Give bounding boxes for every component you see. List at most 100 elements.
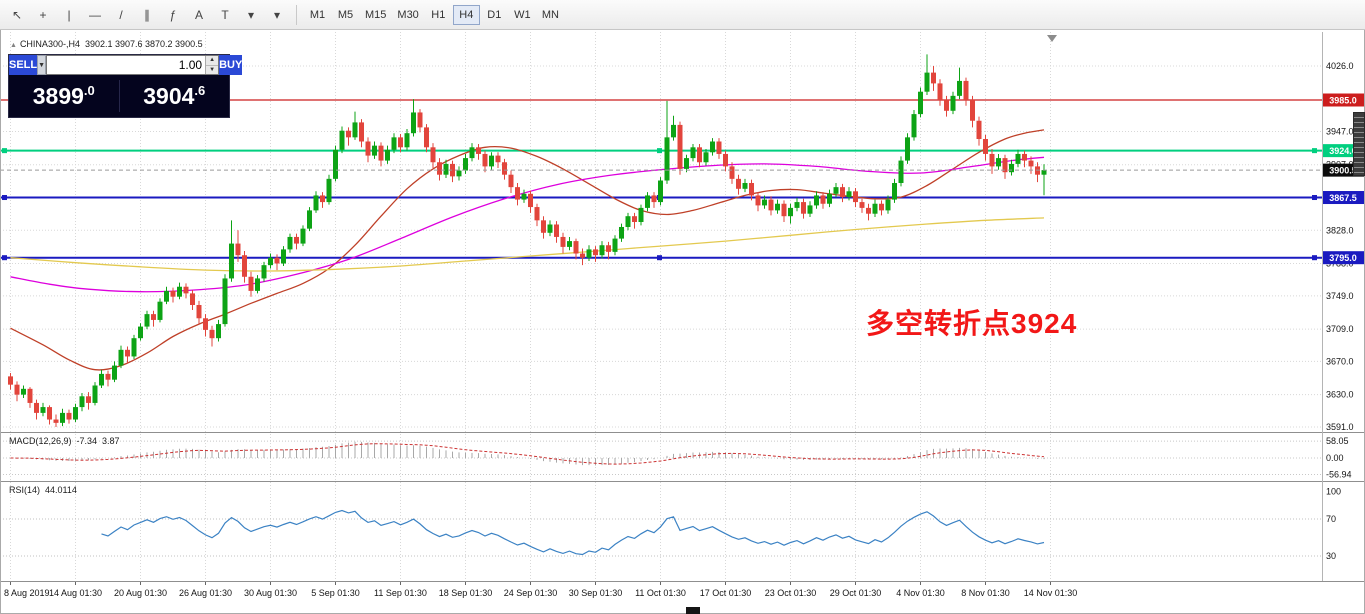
timeframe-H1-button[interactable]: H1 [425,5,452,25]
timeframe-W1-button[interactable]: W1 [509,5,536,25]
time-axis-label: 5 Sep 01:30 [311,588,360,598]
line-handle[interactable] [2,255,7,261]
candle [469,143,475,162]
candle [320,192,325,208]
candle [827,189,832,208]
time-axis-label: 17 Oct 01:30 [700,588,752,598]
time-axis-label: 11 Oct 01:30 [635,588,686,598]
sell-button[interactable]: SELL [9,55,38,75]
candle [801,198,806,219]
line-handle[interactable] [1312,148,1317,154]
candle [437,158,442,181]
chart-shift-marker[interactable] [1047,35,1057,42]
price-badge-3985.0: 3985.0 [1322,93,1364,107]
rsi-label: RSI(14) 44.0114 [9,485,77,495]
candle [768,196,774,216]
candle [710,138,715,156]
timeframe-H4-button[interactable]: H4 [452,4,480,25]
volume-input[interactable] [47,56,206,74]
crosshair-tool-button[interactable]: + [31,4,55,26]
time-axis-label: 4 Nov 01:30 [896,588,945,598]
time-axis-label: 20 Aug 01:30 [114,588,167,598]
timeframe-M1-button[interactable]: M1 [304,5,331,25]
candle [866,203,871,221]
candle [963,77,969,106]
candle [151,310,156,327]
text-tool-button[interactable]: A [187,4,211,26]
rsi-layer [101,509,1045,556]
candle [983,134,988,161]
indicators-dropdown-tool-button[interactable]: ▾ [265,4,289,26]
line-handle[interactable] [657,255,662,261]
line-handle[interactable] [1312,195,1317,201]
chart-annotation: 多空转折点3924 [866,308,1078,339]
timeframe-M5-button[interactable]: M5 [332,5,359,25]
candle [242,251,247,283]
time-axis-label: 24 Sep 01:30 [504,588,558,598]
line-handle[interactable] [2,148,7,154]
trade-options-dropdown[interactable]: ▼ [37,55,47,75]
sell-price[interactable]: 3899.0 [9,75,119,117]
timeframe-M15-button[interactable]: M15 [360,5,391,25]
ma-mid-line[interactable] [10,156,1045,293]
svg-text:3900.5: 3900.5 [1329,166,1357,176]
vertical-line-tool-button[interactable]: | [57,4,81,26]
trendline-icon: / [119,7,123,22]
ma-fast-line[interactable] [10,129,1045,371]
fibonacci-tool-button[interactable]: ƒ [161,4,185,26]
macd-value-main: -7.34 [76,436,98,446]
line-handle[interactable] [1312,255,1317,261]
volume-down-button[interactable]: ▼ [206,64,219,74]
candle [671,115,676,141]
price-axis-label: 3749.0 [1326,291,1354,301]
objects-dropdown-tool-button[interactable]: ▾ [239,4,263,26]
symbol-info: ▲ CHINA300-,H4 3902.1 3907.6 3870.2 3900.5 [10,39,203,49]
candle [645,192,650,212]
buy-price[interactable]: 3904.6 [120,75,230,117]
horizontal-line-tool-button[interactable]: — [83,4,107,26]
line-handle[interactable] [657,148,662,154]
price-axis-label: 3709.0 [1326,324,1354,334]
channel-tool-button[interactable]: ∥ [135,4,159,26]
line-handle[interactable] [2,195,7,201]
timeframe-M30-button[interactable]: M30 [392,5,423,25]
candle [47,405,52,425]
candle [723,150,728,172]
arrow-tool-button[interactable]: T [213,4,237,26]
volume-field: ▲ ▼ [46,55,220,75]
cursor-tool-button[interactable]: ↖ [5,4,29,26]
volume-up-button[interactable]: ▲ [206,56,219,65]
candle [417,109,423,133]
candle [495,152,501,169]
ma-slow-line[interactable] [10,217,1045,272]
time-axis-label: 14 Aug 01:30 [49,588,102,598]
fibonacci-icon: ƒ [169,7,177,22]
timeframe-D1-button[interactable]: D1 [481,5,508,25]
trendline-tool-button[interactable]: / [109,4,133,26]
time-axis-label: 14 Nov 01:30 [1024,588,1078,598]
symbol-up-icon: ▲ [10,42,17,49]
candle [476,143,481,160]
grid-layer: 8 Aug 2019 14 Aug 01:30 20 Aug 01:30 26 Aug… [0,32,1354,598]
hline-3924.0[interactable] [0,148,1322,154]
candle [443,159,449,179]
candle [281,246,286,266]
candle [112,361,117,383]
candle [300,225,306,247]
candle [658,177,663,206]
candle [684,154,689,173]
side-scrollbar[interactable] [1353,112,1365,176]
candle [99,369,104,388]
candle [1015,149,1021,168]
candle [157,298,163,323]
candle [625,212,631,231]
candle [554,221,559,243]
buy-button[interactable]: BUY [219,55,243,75]
candle [346,127,351,146]
candle [944,95,949,117]
candle [567,236,572,251]
candle [502,158,507,180]
timeframe-MN-button[interactable]: MN [537,5,564,25]
hline-3795.0[interactable] [0,255,1322,261]
price-axis-label: 4026.0 [1326,61,1354,71]
